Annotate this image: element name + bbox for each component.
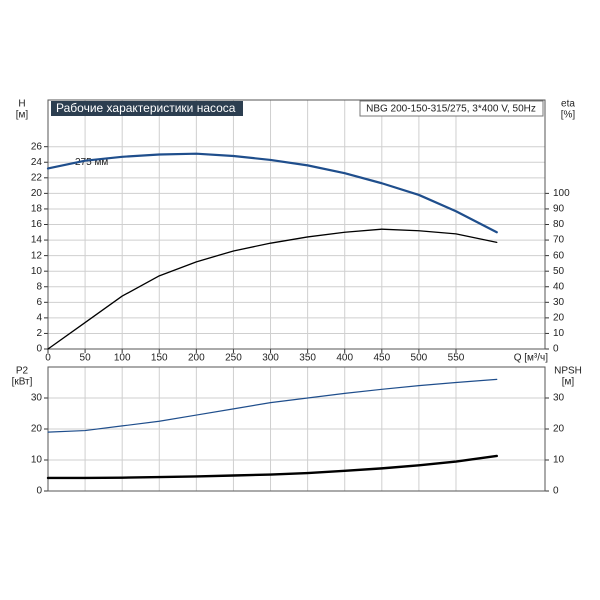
y-tick-label: 22 [31,172,43,183]
annotation: 275 мм [75,157,108,168]
y-tick-label: 0 [36,344,42,355]
y2-tick-label: 20 [553,424,565,435]
y2-tick-label: 0 [553,344,559,355]
y2-axis-label: NPSH [554,366,582,377]
y-tick-label: 14 [31,235,43,246]
y-tick-label: 20 [31,188,43,199]
chart-title: Рабочие характеристики насоса [56,101,236,115]
y-axis-label: P2 [16,366,29,377]
y2-tick-label: 10 [553,328,565,339]
y-tick-label: 20 [31,424,43,435]
curve [47,228,498,350]
x-tick-label: 300 [262,353,279,364]
y-axis-unit: [м] [16,110,29,121]
y2-axis-unit: [%] [561,110,576,121]
y-tick-label: 16 [31,219,43,230]
chart-subtitle: NBG 200-150-315/275, 3*400 V, 50Hz [366,104,536,115]
y2-tick-label: 70 [553,235,565,246]
y-tick-label: 24 [31,157,43,168]
y2-tick-label: 40 [553,281,565,292]
x-tick-label: 250 [225,353,242,364]
plot-frame [47,99,546,350]
y2-tick-label: 90 [553,204,565,215]
y-tick-label: 10 [31,266,43,277]
x-tick-label: 50 [80,353,92,364]
y2-tick-label: 80 [553,219,565,230]
curve [47,378,498,433]
y2-axis-label: eta [561,99,575,110]
y-axis-label: H [18,99,25,110]
x-tick-label: 500 [411,353,428,364]
x-tick-label: 150 [151,353,168,364]
y-tick-label: 4 [36,313,42,324]
curve [46,152,498,234]
y-tick-label: 30 [31,393,43,404]
y-tick-label: 12 [31,250,43,261]
y-tick-label: 8 [36,281,42,292]
x-axis-label: Q [м³/ч] [514,353,549,364]
y-tick-label: 18 [31,204,43,215]
curve [46,454,498,480]
x-tick-label: 100 [114,353,131,364]
x-tick-label: 550 [448,353,465,364]
y2-tick-label: 50 [553,266,565,277]
subtitle-box [359,100,544,117]
x-tick-label: 400 [336,353,353,364]
y-tick-label: 10 [31,455,43,466]
y-tick-label: 0 [36,486,42,497]
x-tick-label: 0 [45,353,51,364]
y2-tick-label: 30 [553,297,565,308]
y-tick-label: 2 [36,328,42,339]
x-tick-label: 200 [188,353,205,364]
y2-tick-label: 10 [553,455,565,466]
plot-frame [47,366,546,492]
y2-axis-unit: [м] [562,377,575,388]
y-tick-label: 6 [36,297,42,308]
title-box [51,101,243,116]
y-axis-unit: [кВт] [12,377,33,388]
x-tick-label: 450 [373,353,390,364]
y2-tick-label: 0 [553,486,559,497]
y-tick-label: 26 [31,141,43,152]
y2-tick-label: 30 [553,393,565,404]
y2-tick-label: 20 [553,313,565,324]
y2-tick-label: 100 [553,188,570,199]
y2-tick-label: 60 [553,250,565,261]
x-tick-label: 350 [299,353,316,364]
